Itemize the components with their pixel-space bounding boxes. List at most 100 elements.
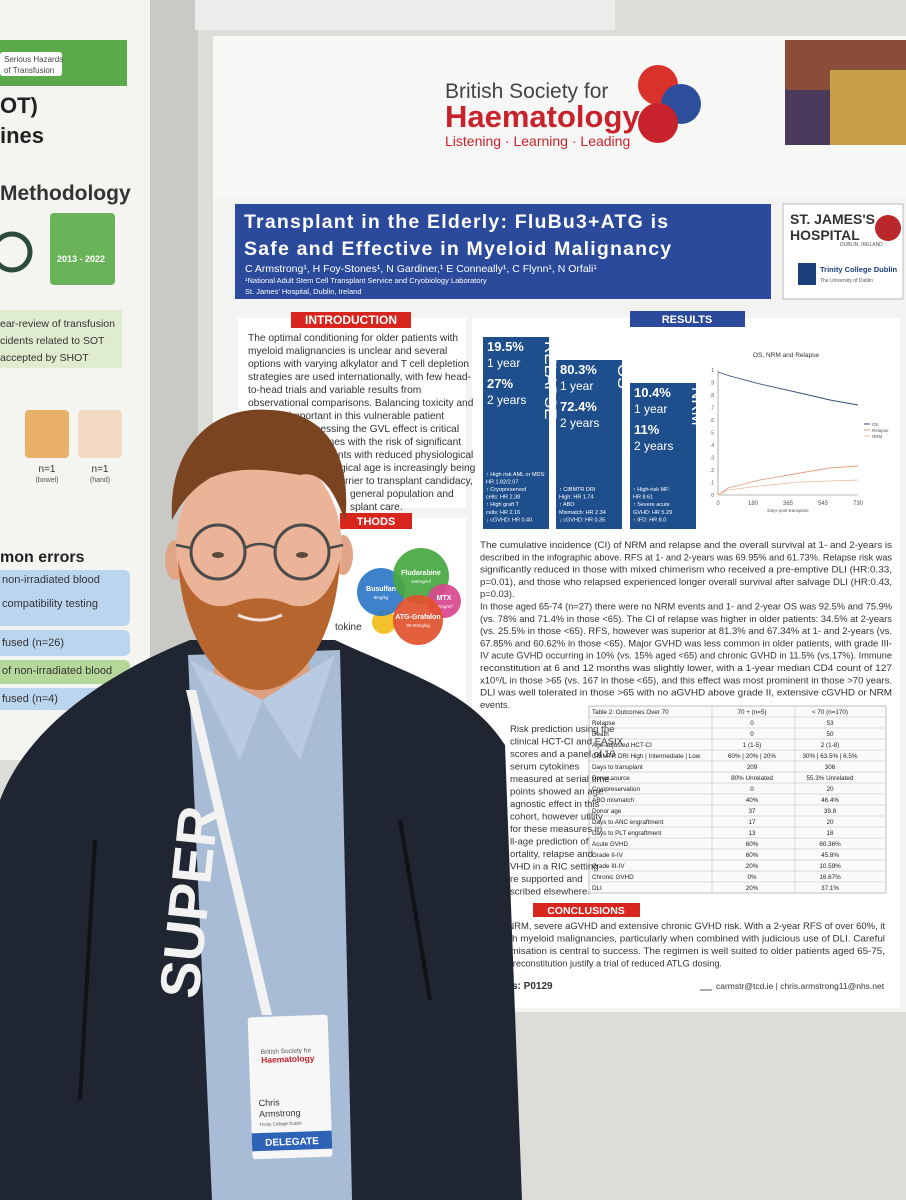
banner-text: of Transfusion: [4, 66, 54, 75]
table-cell: 209: [747, 764, 758, 771]
table-cell: Days to ANC engraftment: [592, 819, 664, 826]
period-label: 1 year: [487, 356, 520, 370]
results-text: points showed an age: [510, 787, 603, 798]
results-heading-bar: [630, 311, 745, 327]
hospital-name: ST. JAMES'S: [790, 211, 875, 227]
results-text: (vs. 78% and 71.4% in those <65). The CI…: [480, 613, 892, 624]
glasses-lens: [189, 523, 247, 581]
results-text: VHD in a RIC setting: [510, 862, 599, 873]
curve: [717, 371, 859, 406]
contact: carmstr@tcd.ie | chris.armstrong11@nhs.n…: [716, 981, 885, 991]
intro-text: observational comparisons. Balancing tox…: [248, 398, 474, 409]
intro-text: The optimal conditioning for older patie…: [248, 333, 458, 344]
face: [176, 446, 342, 650]
venn-circle: [393, 595, 443, 645]
intro-text: cacy is important in this vulnerable pat…: [255, 411, 444, 422]
curve: [717, 465, 859, 496]
hospital-crest: [875, 215, 901, 241]
results-text: 67.85% and 60.62% in those <65). Major G…: [480, 637, 892, 648]
intro-text: comes with the risk of significant: [315, 437, 461, 448]
period-label: 2 years: [487, 393, 526, 407]
rate-value: 80.3%: [560, 362, 597, 377]
table-cell: 55.3% Unrelated: [807, 775, 854, 782]
box-note: GVHD: HR 5.29: [633, 510, 672, 516]
drug-dose: 30-60mg/kg: [406, 623, 430, 628]
table-cell: Age-adjusted HCT-CI: [592, 742, 652, 749]
results-text: scribed elsewhere.: [510, 887, 590, 898]
table-cell: Chronic GVHD: [592, 874, 634, 881]
venn-circle: [372, 610, 396, 634]
box-label: OS: [614, 364, 633, 389]
left-text: ear-review of transfusion: [0, 318, 115, 330]
x-tick-label: 0: [716, 501, 720, 507]
error-box: [0, 570, 130, 626]
table-cell: 20: [826, 786, 834, 793]
calendar-years: 2013 - 2022: [57, 254, 105, 264]
x-tick-label: 180: [748, 501, 759, 507]
x-tick-label: 730: [853, 501, 864, 507]
table-cell: 17: [748, 819, 756, 826]
badge-role: DELEGATE: [265, 1136, 319, 1149]
venn-circle: [357, 568, 405, 616]
table-cell: CIBMTR DRI High | Intermediate | Low: [592, 753, 701, 760]
table-cell: 0: [750, 786, 754, 793]
icon-count: n=1: [39, 464, 56, 475]
results-text: ortality, relapse and: [510, 849, 593, 860]
section-heading: INTRODUCTION: [305, 313, 397, 327]
hospital-name: HOSPITAL: [790, 227, 860, 243]
intro-text: gical age is increasingly being: [340, 463, 476, 474]
table-cell: Grade II-IV: [592, 852, 624, 859]
box-note: ↑ Cryopreserved: [486, 487, 526, 493]
table-cell: Donor source: [592, 775, 630, 782]
results-text: significantly reduced in those with mixe…: [480, 564, 892, 575]
results-text: described in the infographic above. RFS …: [480, 551, 892, 562]
period-label: 2 years: [634, 439, 673, 453]
poster-id: s: P0129: [512, 981, 553, 992]
table-cell: Grade III-IV: [592, 863, 625, 870]
results-text: In those aged 65-74 (n=27) there were no…: [480, 601, 892, 612]
period-label: 2 years: [560, 416, 599, 430]
zipper: [78, 819, 432, 1101]
results-text: p=0.01), and those who relapsed experien…: [480, 576, 892, 587]
intro-text: strategies are used internationally, wit…: [248, 372, 471, 383]
table-cell: 60%: [746, 852, 759, 859]
section-heading: Methodology: [0, 182, 131, 205]
legend-label: Relapse: [872, 428, 889, 433]
left-text: accepted by SHOT: [0, 352, 89, 364]
table-cell: < 70 (n=170): [812, 709, 848, 716]
table-cell: Cryopreservation: [592, 786, 640, 793]
error-text: fused (n=4): [2, 693, 58, 705]
table-cell: DLI: [592, 885, 602, 892]
relapse-box: [483, 337, 549, 529]
college-name: Trinity College Dublin: [820, 265, 898, 274]
box-note: ↓ cGVHD: HR 0.40: [486, 517, 532, 523]
error-text: non-irradiated blood: [2, 574, 100, 586]
table-cell: 13: [748, 830, 756, 837]
badge-org: Haematology: [261, 1053, 315, 1065]
box-note: ↑ High graft T: [486, 502, 520, 508]
badge-role-bar: [251, 1130, 333, 1152]
methods-text: tokine: [335, 622, 362, 633]
os-box: [556, 360, 622, 529]
table-cell: 60.36%: [819, 841, 841, 848]
intro-text: myeloid malignancies is unclear and seve…: [248, 346, 447, 357]
table-cell: 0: [750, 731, 754, 738]
y-tick-label: 1: [711, 368, 714, 374]
table-cell: 53: [826, 720, 834, 727]
table-cell: 40%: [746, 797, 759, 804]
table-cell: ABO mismatch: [592, 797, 634, 804]
table-cell: Relapse: [592, 720, 616, 727]
table-cell: Donor age: [592, 808, 622, 815]
table-cell: Acute GVHD: [592, 841, 628, 848]
results-text: Risk prediction using the: [510, 724, 615, 735]
intro-heading-bar: [291, 312, 411, 328]
box-note: cells: HR 2.16: [486, 510, 520, 516]
table-cell: 18: [826, 830, 834, 837]
left-text: cidents related to SOT: [0, 335, 105, 347]
eye: [212, 552, 224, 558]
table-cell: 39.8: [824, 808, 837, 815]
table-cell: 0: [750, 720, 754, 727]
drug-name: Busulfan: [366, 586, 396, 593]
drug-dose: 160mg/m²: [411, 579, 432, 584]
